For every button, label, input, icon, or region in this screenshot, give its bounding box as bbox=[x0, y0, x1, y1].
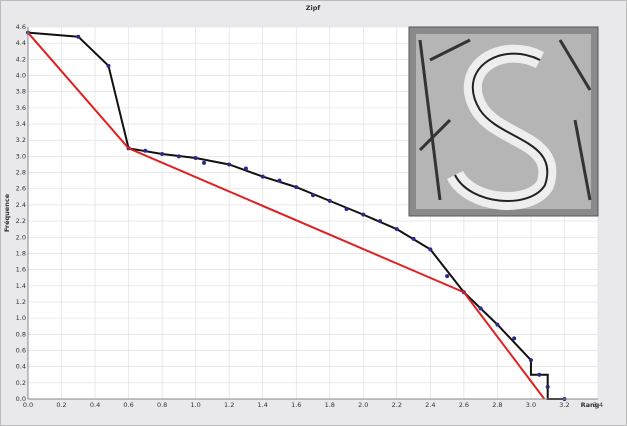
y-tick-label: 0.0 bbox=[16, 395, 26, 403]
data-point bbox=[328, 199, 332, 203]
y-tick-label: 2.6 bbox=[16, 185, 26, 193]
x-tick-label: 0.2 bbox=[56, 401, 66, 409]
chart-title: Zipf bbox=[306, 4, 321, 12]
data-point bbox=[445, 274, 449, 278]
y-tick-label: 1.2 bbox=[16, 298, 26, 306]
x-tick-label: 1.4 bbox=[258, 401, 268, 409]
y-tick-label: 3.6 bbox=[16, 104, 26, 112]
y-tick-label: 2.2 bbox=[16, 217, 26, 225]
y-tick-label: 1.6 bbox=[16, 266, 26, 274]
data-point bbox=[277, 179, 281, 183]
y-tick-label: 1.8 bbox=[16, 249, 26, 257]
data-point bbox=[76, 35, 80, 39]
data-point bbox=[428, 247, 432, 251]
data-point bbox=[537, 373, 541, 377]
y-tick-label: 1.4 bbox=[16, 282, 26, 290]
data-point bbox=[529, 358, 533, 362]
y-tick-label: 3.0 bbox=[16, 152, 26, 160]
data-point bbox=[194, 156, 198, 160]
data-point bbox=[395, 227, 399, 231]
data-point bbox=[227, 162, 231, 166]
data-point bbox=[412, 237, 416, 241]
x-tick-label: 2.8 bbox=[492, 401, 502, 409]
x-tick-label: 3.4 bbox=[593, 401, 603, 409]
data-point bbox=[294, 185, 298, 189]
y-tick-label: 0.8 bbox=[16, 330, 26, 338]
y-tick-label: 4.2 bbox=[16, 55, 26, 63]
chart: Zipf Rang Fréquence 0.00.20.40.60.81.01.… bbox=[0, 0, 627, 426]
x-tick-label: 0.8 bbox=[157, 401, 167, 409]
x-tick-label: 2.4 bbox=[425, 401, 435, 409]
x-tick-label: 1.6 bbox=[291, 401, 301, 409]
y-tick-label: 3.8 bbox=[16, 88, 26, 96]
data-point bbox=[345, 207, 349, 211]
data-point bbox=[202, 161, 206, 165]
data-point bbox=[177, 154, 181, 158]
data-point bbox=[512, 336, 516, 340]
y-tick-label: 0.4 bbox=[16, 363, 26, 371]
data-point bbox=[160, 152, 164, 156]
inset-image bbox=[409, 27, 598, 216]
y-tick-label: 0.6 bbox=[16, 346, 26, 354]
data-point bbox=[261, 175, 265, 179]
y-tick-label: 3.4 bbox=[16, 120, 26, 128]
y-tick-label: 3.2 bbox=[16, 136, 26, 144]
x-tick-label: 2.2 bbox=[392, 401, 402, 409]
data-point bbox=[106, 64, 110, 68]
x-tick-label: 1.8 bbox=[325, 401, 335, 409]
data-point bbox=[495, 323, 499, 327]
data-point bbox=[361, 213, 365, 217]
data-point bbox=[244, 167, 248, 171]
x-tick-label: 0.6 bbox=[123, 401, 133, 409]
y-tick-label: 0.2 bbox=[16, 379, 26, 387]
y-tick-label: 4.4 bbox=[16, 39, 26, 47]
data-point bbox=[546, 385, 550, 389]
x-tick-label: 2.0 bbox=[358, 401, 368, 409]
y-tick-label: 4.6 bbox=[16, 23, 26, 31]
x-tick-label: 1.0 bbox=[190, 401, 200, 409]
data-point bbox=[311, 193, 315, 197]
data-point bbox=[378, 219, 382, 223]
y-tick-label: 2.4 bbox=[16, 201, 26, 209]
x-tick-label: 3.0 bbox=[526, 401, 536, 409]
y-tick-label: 2.0 bbox=[16, 233, 26, 241]
x-tick-label: 3.2 bbox=[559, 401, 569, 409]
data-point bbox=[479, 306, 483, 310]
x-tick-label: 1.2 bbox=[224, 401, 234, 409]
x-tick-label: 2.6 bbox=[459, 401, 469, 409]
y-axis-label: Fréquence bbox=[3, 193, 11, 232]
y-tick-label: 4.0 bbox=[16, 72, 26, 80]
y-tick-label: 2.8 bbox=[16, 169, 26, 177]
x-tick-label: 0.4 bbox=[90, 401, 100, 409]
y-tick-label: 1.0 bbox=[16, 314, 26, 322]
data-point bbox=[143, 149, 147, 153]
